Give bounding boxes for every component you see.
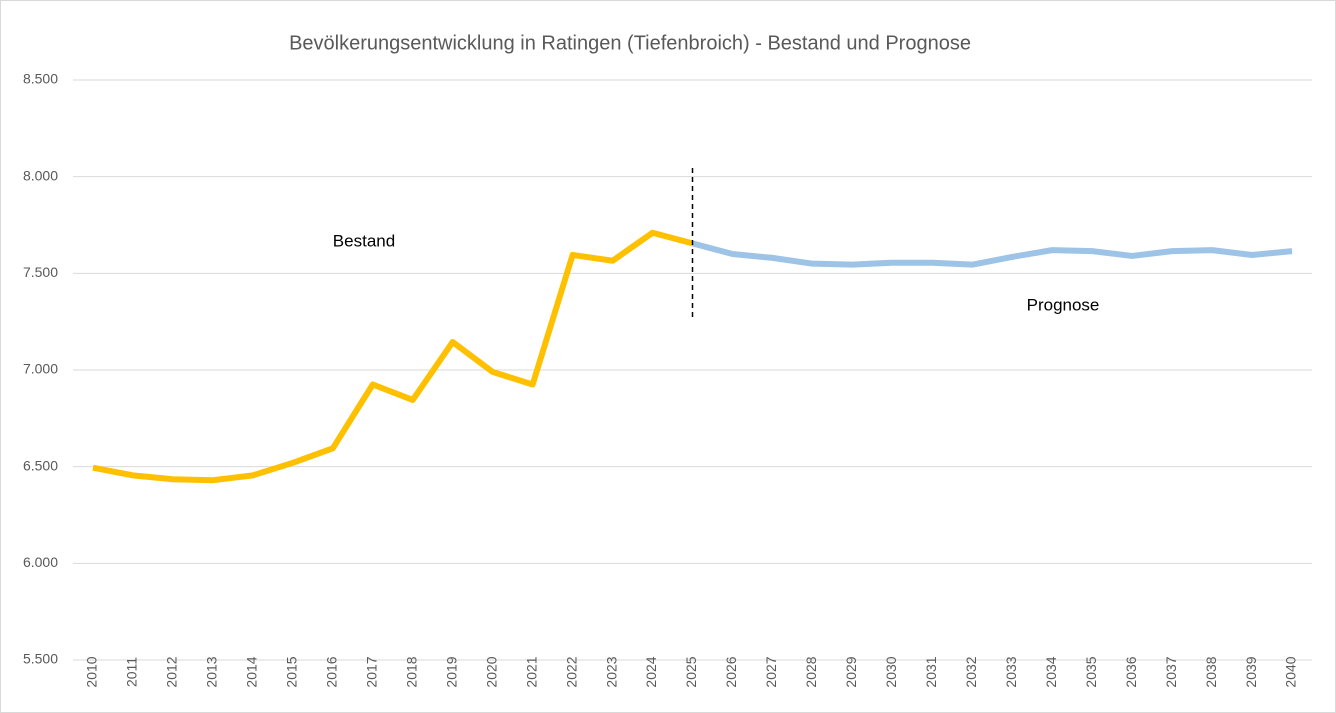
x-tick-label: 2019 [443,656,459,687]
x-tick-label: 2037 [1163,656,1179,687]
x-tick-label: 2040 [1283,656,1299,687]
y-tick-label: 8.500 [23,71,58,87]
x-tick-label: 2032 [963,656,979,687]
x-tick-label: 2018 [403,656,419,687]
x-tick-label: 2034 [1043,656,1059,687]
x-tick-label: 2028 [803,656,819,687]
y-tick-label: 6.500 [23,457,58,473]
x-tick-label: 2021 [523,656,539,687]
x-tick-label: 2033 [1003,656,1019,687]
x-tick-label: 2017 [363,656,379,687]
y-tick-label: 7.500 [23,264,58,280]
series-label: Prognose [1027,295,1100,314]
y-tick-label: 5.500 [23,651,58,667]
x-tick-label: 2036 [1123,656,1139,687]
series-label: Bestand [333,231,395,250]
x-tick-label: 2026 [723,656,739,687]
x-tick-label: 2025 [683,656,699,687]
x-tick-label: 2023 [603,656,619,687]
line-series [691,240,1293,268]
x-tick-label: 2030 [883,656,899,687]
x-tick-label: 2012 [164,656,180,687]
x-tick-label: 2024 [643,656,659,687]
x-tick-label: 2015 [284,656,300,687]
x-tick-label: 2039 [1243,656,1259,687]
line-series [92,229,694,484]
y-tick-label: 6.000 [23,554,58,570]
x-tick-label: 2014 [244,656,260,687]
x-tick-label: 2035 [1083,656,1099,687]
x-tick-label: 2011 [124,657,140,687]
x-tick-label: 2016 [323,656,339,687]
x-tick-label: 2031 [923,656,939,687]
y-tick-label: 8.000 [23,167,58,183]
x-tick-label: 2022 [563,656,579,687]
x-tick-label: 2013 [204,656,220,687]
x-tick-label: 2029 [843,656,859,687]
y-tick-label: 7.000 [23,361,58,377]
x-tick-label: 2027 [763,656,779,687]
x-tick-label: 2020 [483,656,499,687]
chart-title: Bevölkerungsentwicklung in Ratingen (Tie… [289,32,971,54]
x-tick-label: 2010 [84,656,100,687]
x-tick-label: 2038 [1203,656,1219,687]
